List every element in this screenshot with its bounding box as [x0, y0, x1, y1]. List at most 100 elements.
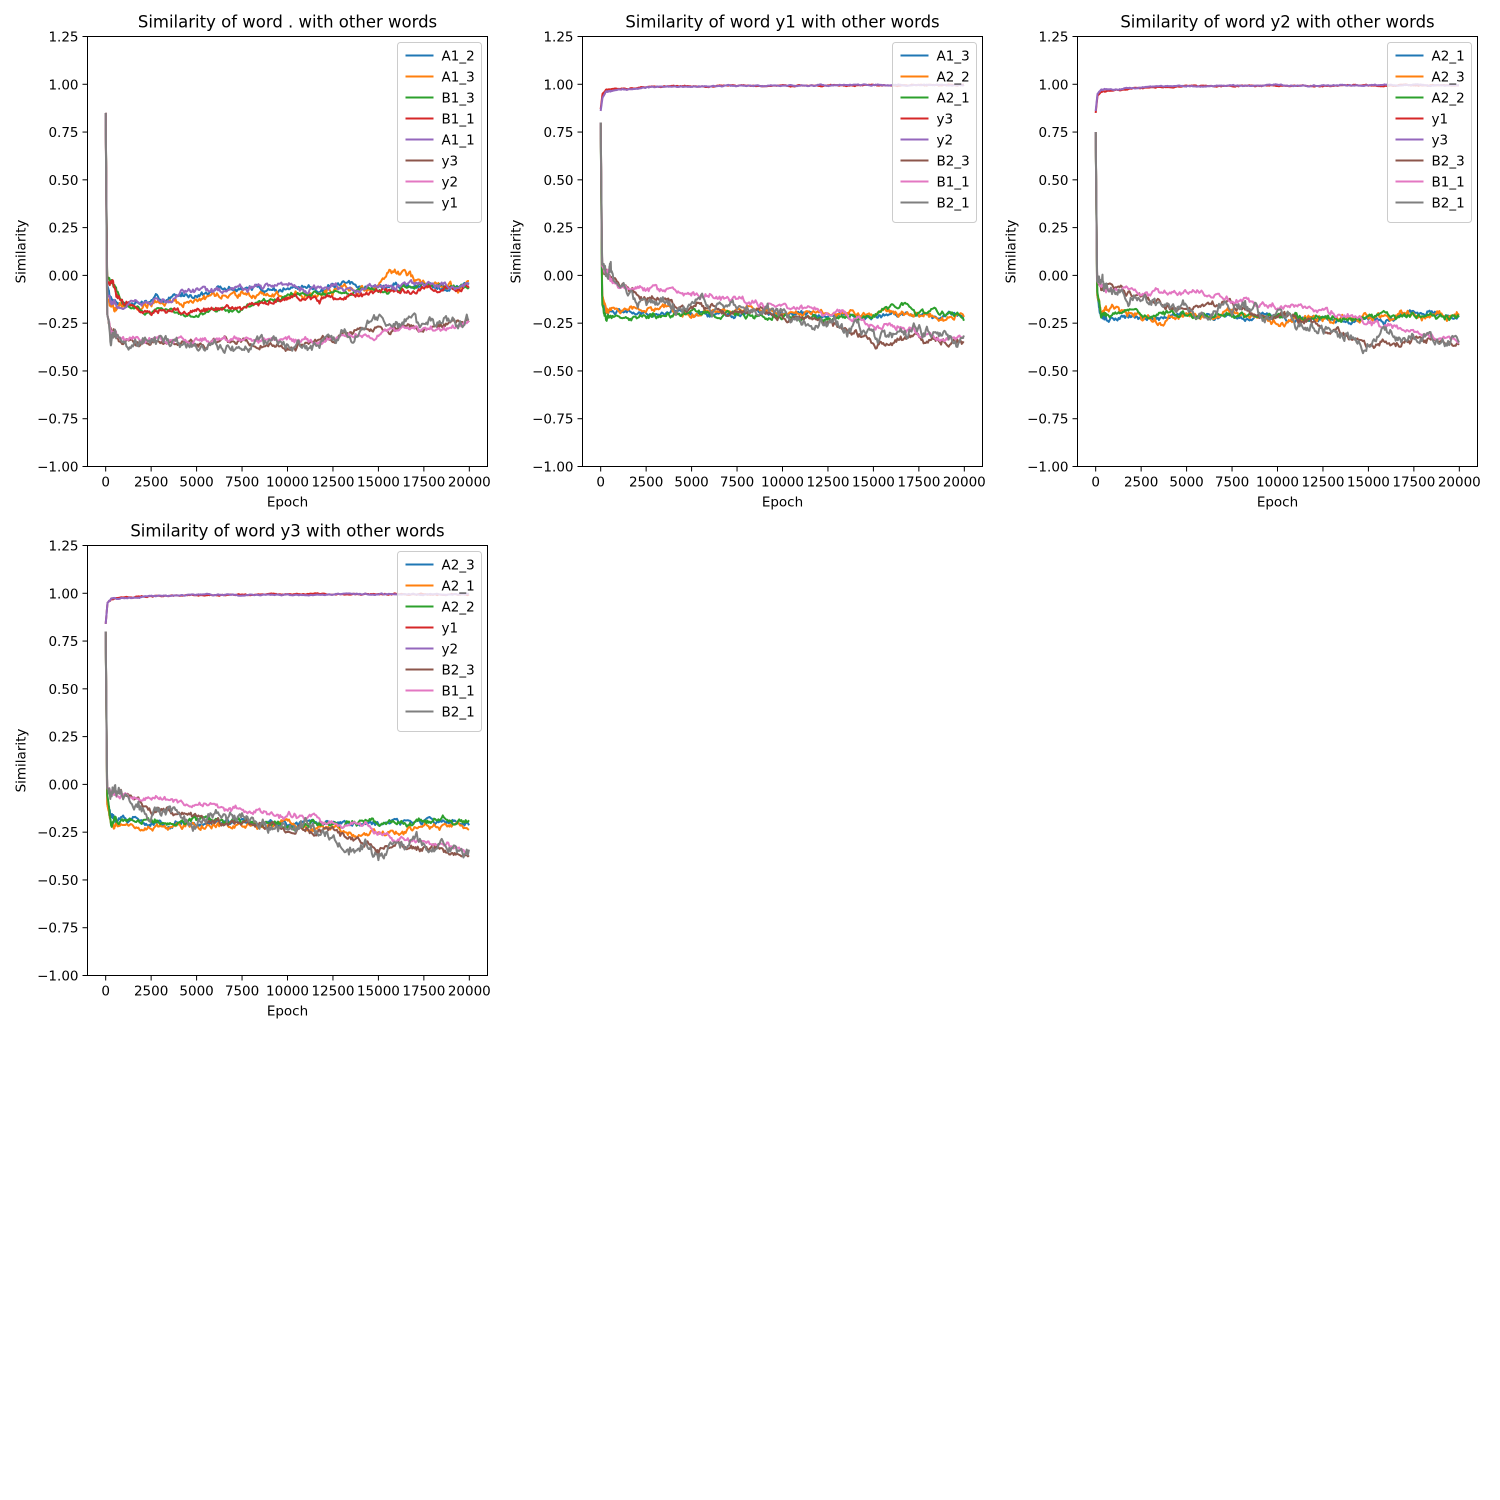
- legend-label: B2_3: [1432, 154, 1465, 170]
- x-tick-label: 5000: [179, 984, 213, 1000]
- x-tick-label: 17500: [1392, 475, 1435, 491]
- legend-label: A1_2: [442, 49, 475, 65]
- x-tick-label: 7500: [225, 984, 259, 1000]
- chart-title: Similarity of word y1 with other words: [625, 13, 939, 32]
- series-line-A1_1: [104, 112, 470, 311]
- x-tick-label: 10000: [761, 475, 804, 491]
- legend-label: y2: [442, 175, 459, 191]
- x-tick-label: 5000: [1169, 475, 1203, 491]
- series-line-B1_1: [1094, 132, 1460, 344]
- y-tick-label: 1.00: [48, 77, 78, 93]
- y-tick-label: 0.75: [1038, 125, 1068, 141]
- legend: A1_3 A2_2 A2_1 y3 y2 B2_3 B1_1 B2_1: [892, 42, 977, 223]
- x-tick-label: 10000: [266, 475, 309, 491]
- legend: A2_1 A2_3 A2_2 y1 y3 B2_3 B1_1 B2_1: [1387, 42, 1472, 223]
- y-tick-label: −0.25: [37, 825, 78, 841]
- legend-label: A2_2: [937, 70, 970, 86]
- legend-label: A2_3: [442, 558, 475, 574]
- legend-label: y2: [937, 133, 954, 149]
- x-tick-label: 15000: [1347, 475, 1390, 491]
- series-line-B2_1: [599, 122, 965, 348]
- series-line-B2_1: [1094, 132, 1460, 355]
- y-tick-label: 0.25: [543, 221, 573, 237]
- legend-label: A2_2: [1432, 91, 1465, 107]
- legend: A1_2 A1_3 B1_3 B1_1 A1_1 y3 y2 y1: [397, 42, 482, 223]
- series-line-B2_1: [104, 631, 470, 862]
- x-tick-label: 2500: [134, 984, 168, 1000]
- y-tick-label: 0.00: [543, 268, 573, 284]
- y-tick-label: −0.50: [532, 364, 573, 380]
- x-tick-label: 5000: [674, 475, 708, 491]
- y-tick-label: −0.25: [1027, 316, 1068, 332]
- x-tick-label: 17500: [402, 475, 445, 491]
- y-tick-label: −1.00: [1027, 460, 1068, 476]
- series-line-B2_3: [599, 122, 965, 350]
- y-tick-label: 1.25: [1038, 30, 1068, 46]
- legend-label: B1_1: [442, 112, 475, 128]
- x-tick-label: 10000: [1256, 475, 1299, 491]
- x-tick-label: 20000: [448, 984, 491, 1000]
- y-tick-label: 1.00: [543, 77, 573, 93]
- y-tick-label: −0.75: [37, 412, 78, 428]
- series-line-y1: [104, 112, 470, 354]
- legend-label: y1: [1432, 112, 1449, 128]
- legend-label: y3: [1432, 133, 1449, 149]
- x-tick-label: 0: [101, 475, 110, 491]
- y-tick-label: 1.00: [48, 586, 78, 602]
- x-tick-label: 15000: [852, 475, 895, 491]
- y-tick-label: 1.25: [48, 539, 78, 555]
- x-axis-label: Epoch: [762, 495, 803, 511]
- legend-label: A2_1: [442, 579, 475, 595]
- x-tick-label: 20000: [1438, 475, 1481, 491]
- plot-lines: [104, 592, 470, 862]
- x-tick-label: 2500: [1124, 475, 1158, 491]
- y-tick-label: 0.50: [1038, 173, 1068, 189]
- y-tick-label: 0.75: [48, 634, 78, 650]
- y-tick-label: 0.00: [1038, 268, 1068, 284]
- legend-box: [892, 42, 977, 223]
- legend-label: B1_1: [937, 175, 970, 191]
- legend-label: B1_3: [442, 91, 475, 107]
- y-axis-label: Similarity: [1004, 220, 1020, 284]
- y-tick-label: 1.25: [543, 30, 573, 46]
- y-tick-label: −0.25: [532, 316, 573, 332]
- x-tick-label: 0: [596, 475, 605, 491]
- x-tick-label: 2500: [629, 475, 663, 491]
- subplot-4: 0 2500 5000 7500 10000 12500 15000 17500 20000 −1…: [14, 522, 491, 1020]
- legend: A2_3 A2_1 A2_2 y1 y2 B2_3 B1_1 B2_1: [397, 551, 482, 732]
- x-tick-label: 0: [101, 984, 110, 1000]
- y-tick-label: −0.75: [37, 921, 78, 937]
- subplots-container: 0 2500 5000 7500 10000 12500 15000 17500 20000−1…: [14, 13, 1481, 1020]
- legend-box: [397, 42, 482, 223]
- y-tick-label: −1.00: [37, 969, 78, 985]
- x-axis-label: Epoch: [1257, 495, 1298, 511]
- x-tick-label: 12500: [806, 475, 849, 491]
- subplot-2: 0 2500 5000 7500 10000 12500 15000 17500 20000 −1…: [509, 13, 986, 511]
- legend-label: B1_1: [1432, 175, 1465, 191]
- legend-box: [1387, 42, 1472, 223]
- legend-label: A1_3: [937, 49, 970, 65]
- y-tick-label: 0.50: [48, 682, 78, 698]
- y-tick-label: −1.00: [37, 460, 78, 476]
- y-tick-label: −0.75: [1027, 412, 1068, 428]
- legend-label: y2: [442, 642, 459, 658]
- legend-label: y1: [442, 621, 459, 637]
- x-tick-label: 7500: [720, 475, 754, 491]
- y-tick-label: 0.50: [48, 173, 78, 189]
- x-tick-label: 20000: [448, 475, 491, 491]
- chart-title: Similarity of word y3 with other words: [130, 522, 444, 541]
- series-line-B1_3: [104, 112, 470, 319]
- legend-label: B2_3: [937, 154, 970, 170]
- chart-title: Similarity of word . with other words: [138, 13, 437, 32]
- y-tick-label: 0.75: [48, 125, 78, 141]
- x-tick-label: 5000: [179, 475, 213, 491]
- y-axis-label: Similarity: [14, 729, 30, 793]
- legend-box: [397, 551, 482, 732]
- chart-title: Similarity of word y2 with other words: [1120, 13, 1434, 32]
- legend-label: A1_3: [442, 70, 475, 86]
- series-line-B1_1: [104, 112, 470, 317]
- legend-label: B2_1: [937, 196, 970, 212]
- subplot-3: 0 2500 5000 7500 10000 12500 15000 17500 20000 −1…: [1004, 13, 1481, 511]
